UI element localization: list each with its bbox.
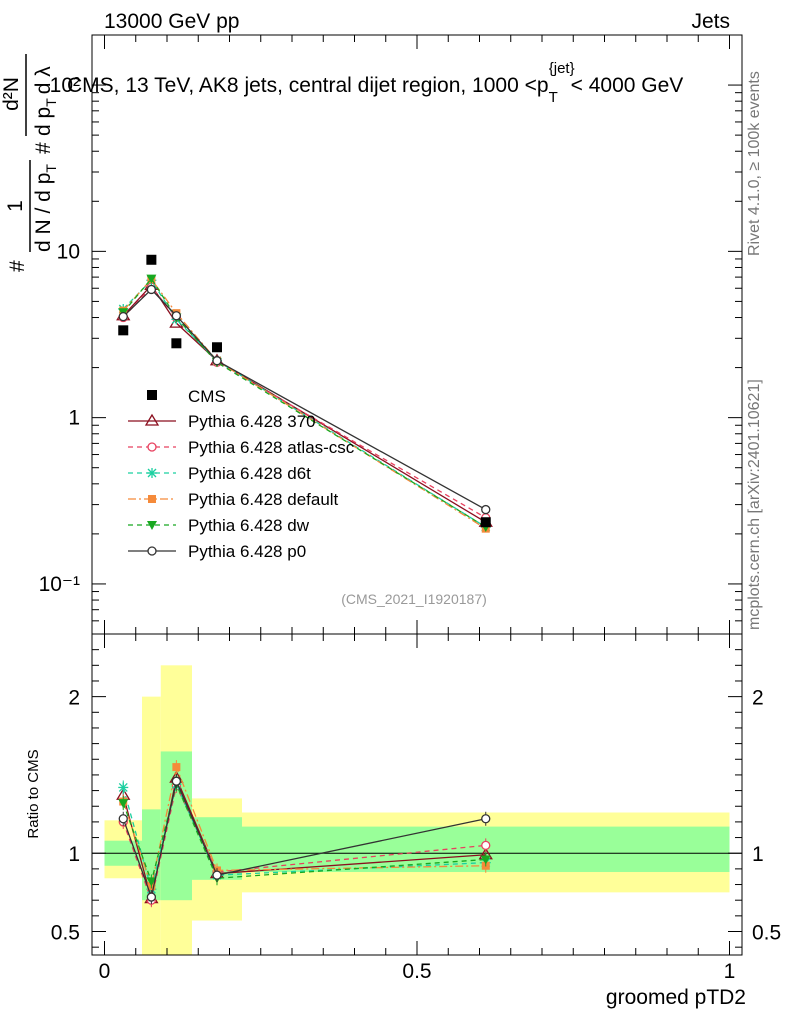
x-axis-title: groomed pTD2 — [605, 986, 746, 1009]
ratio-point-pythia-6-428-dw — [146, 877, 157, 887]
ratio-tick-label: 1 — [68, 843, 80, 866]
ratio-point-pythia-6-428-p0 — [118, 814, 128, 824]
ratio-point-pythia-6-428-p0 — [481, 814, 491, 824]
point-pythia-6-428-p0 — [481, 504, 491, 515]
ratio-tick-label: 2 — [68, 687, 80, 710]
legend-marker — [148, 495, 156, 503]
x-tick-label: 1 — [724, 960, 736, 983]
ratio-point-pythia-6-428-p0 — [171, 776, 182, 786]
ratio-point-pythia-6-428-dw — [118, 799, 129, 809]
legend-label: Pythia 6.428 p0 — [188, 542, 306, 561]
category-label: Jets — [691, 10, 730, 33]
analysis-id-watermark: (CMS_2021_I1920187) — [341, 591, 487, 607]
legend-marker — [147, 521, 157, 530]
legend-label: Pythia 6.428 d6t — [188, 464, 311, 483]
svg-text:1: 1 — [4, 200, 27, 212]
ratio-point-pythia-6-428-p0 — [212, 870, 222, 880]
point-pythia-6-428-p0 — [118, 311, 128, 322]
point-pythia-6-428-p0 — [212, 356, 222, 366]
cms-data-point — [171, 338, 182, 349]
point-pythia-6-428-dw — [146, 274, 157, 284]
y-tick-label: 10 — [57, 240, 80, 263]
y-tick-label: 10² — [50, 74, 80, 97]
ratio-point-pythia-6-428-default — [172, 763, 181, 772]
legend-label-cms: CMS — [188, 387, 226, 406]
chart-title: CMS, 13 TeV, AK8 jets, central dijet reg… — [67, 60, 683, 106]
cms-data-point — [480, 517, 491, 528]
point-pythia-6-428-p0 — [146, 284, 157, 295]
rivet-version-label: Rivet 4.1.0, ≥ 100k events — [746, 71, 763, 256]
cms-data-point — [212, 342, 222, 353]
legend-marker-cms — [147, 390, 157, 400]
legend-marker — [147, 442, 157, 452]
series-line-pythia-6-428-atlas-csc — [122, 286, 487, 519]
legend-label: Pythia 6.428 atlas-csc — [188, 438, 355, 457]
series-group — [116, 254, 493, 908]
mcplots-source-label: mcplots.cern.ch [arXiv:2401.10621] — [746, 379, 763, 630]
ratio-axis-title: Ratio to CMS — [25, 749, 42, 838]
ratio-tick-label-right: 0.5 — [752, 922, 781, 945]
legend: CMS Pythia 6.428 370 Pythia 6.428 atlas-cs… — [128, 387, 355, 561]
x-tick-label: 0.5 — [402, 960, 431, 983]
cms-data-point — [118, 325, 129, 336]
legend-marker — [144, 413, 160, 426]
point-pythia-6-428-p0 — [171, 311, 182, 321]
x-tick-label: 0 — [99, 960, 111, 983]
legend-marker — [147, 468, 157, 478]
y-axis-title: # 1 d N / d pT # d²N d pTd λ — [0, 54, 59, 272]
legend-marker — [147, 546, 157, 556]
ratio-point-pythia-6-428-p0 — [146, 892, 157, 902]
ratio-point-pythia-6-428-atlas-csc — [481, 840, 491, 851]
cms-data-point — [146, 254, 157, 265]
energy-label: 13000 GeV pp — [104, 10, 240, 33]
ratio-tick-label-right: 2 — [752, 687, 764, 710]
ratio-point-pythia-6-428-dw — [480, 855, 491, 865]
axis-ticks: 0 0.5 1 10⁻¹ 1 10 10² 0.5 0.5 1 1 2 2 — [39, 34, 781, 983]
legend-label: Pythia 6.428 dw — [188, 516, 310, 535]
svg-text:d²N: d²N — [0, 77, 23, 111]
y-tick-label: 1 — [68, 407, 80, 430]
svg-text:d N / d pT: d N / d pT — [32, 164, 59, 252]
legend-label: Pythia 6.428 370 — [188, 412, 316, 431]
ratio-point-pythia-6-428-d6t — [118, 782, 129, 793]
svg-text:#: # — [32, 142, 55, 154]
ratio-tick-label-right: 1 — [752, 843, 764, 866]
ratio-error-bands — [104, 665, 730, 955]
ratio-tick-label: 0.5 — [51, 922, 80, 945]
y-tick-label: 10⁻¹ — [39, 573, 80, 596]
legend-label: Pythia 6.428 default — [188, 490, 339, 509]
svg-text:#: # — [6, 260, 29, 272]
svg-text:d pTd λ: d pTd λ — [32, 66, 59, 136]
